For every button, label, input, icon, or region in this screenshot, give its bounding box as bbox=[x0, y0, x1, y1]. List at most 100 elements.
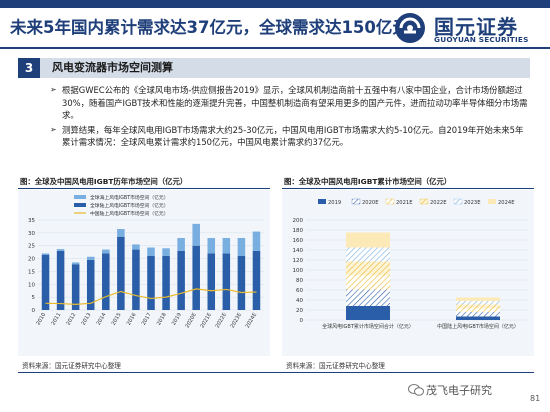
y-tick-label: 5 bbox=[32, 295, 36, 301]
legend-label: 2023E bbox=[464, 200, 480, 206]
offshore-bar bbox=[117, 229, 125, 237]
onshore-bar bbox=[86, 259, 95, 310]
onshore-bar bbox=[252, 250, 261, 310]
offshore-bar bbox=[237, 238, 246, 256]
x-tick-label: 2018 bbox=[156, 312, 168, 326]
y-tick-label: 30 bbox=[28, 231, 35, 237]
x-tick-label: 2017 bbox=[141, 312, 153, 326]
y-tick-label: 160 bbox=[293, 238, 304, 244]
legend-label: 2020E bbox=[362, 200, 378, 206]
y-tick-label: 100 bbox=[293, 268, 304, 274]
offshore-bar bbox=[132, 244, 140, 250]
y-tick-label: 120 bbox=[293, 258, 304, 264]
offshore-bar bbox=[71, 262, 80, 265]
onshore-bar bbox=[237, 256, 246, 310]
offshore-bar bbox=[222, 238, 231, 254]
onshore-bar bbox=[117, 236, 125, 310]
stack-segment bbox=[346, 289, 390, 306]
y-tick-label: 60 bbox=[296, 288, 303, 294]
right-figure-rule bbox=[282, 188, 534, 189]
offshore-bar bbox=[102, 249, 110, 254]
legend-label: 全球海上风电IGBT市场空间（亿元） bbox=[90, 194, 169, 201]
x-category-label: 全球风电IGBT累计市场空间合计（亿元） bbox=[322, 323, 414, 330]
onshore-bar bbox=[71, 264, 80, 310]
stack-segment bbox=[346, 232, 390, 248]
x-category-label: 中国陆上风电IGBT市场空间（亿元） bbox=[437, 323, 519, 330]
onshore-bar bbox=[192, 245, 200, 310]
y-tick-label: 80 bbox=[296, 278, 303, 284]
bullet-list: ➢ 根据GWEC公布的《全球风电市场-供应侧报告2019》显示，全球风机制造商前… bbox=[50, 84, 528, 151]
bullet-arrow-icon: ➢ bbox=[50, 124, 57, 134]
onshore-bar bbox=[207, 253, 216, 310]
title-rule bbox=[0, 47, 550, 49]
offshore-bar bbox=[252, 231, 261, 251]
y-tick-label: 180 bbox=[293, 228, 304, 234]
right-figure-source: 资料来源：国元证券研究中心整理 bbox=[286, 362, 385, 370]
chart-background bbox=[282, 190, 534, 356]
legend-swatch bbox=[453, 198, 463, 205]
wechat-icon bbox=[408, 384, 424, 396]
y-tick-label: 200 bbox=[293, 218, 304, 224]
top-accent-bar bbox=[0, 0, 550, 8]
legend-label: 2019 bbox=[328, 200, 341, 206]
bullet-text: 测算结果，每年全球风电用IGBT市场需求大约25-30亿元，中国风电用IGBT市… bbox=[62, 124, 524, 148]
offshore-bar bbox=[56, 249, 65, 251]
legend-swatch bbox=[351, 198, 361, 205]
onshore-bar bbox=[162, 256, 170, 310]
watermark-text: 茂飞电子研究 bbox=[426, 384, 492, 397]
y-tick-label: 10 bbox=[28, 282, 35, 288]
section-header: 3 风电变流器市场空间测算 bbox=[18, 58, 530, 78]
brand-name-cn: 国元证券 bbox=[434, 15, 518, 39]
china-line-series bbox=[45, 288, 257, 305]
stack-segment bbox=[346, 261, 390, 276]
bullet-item: ➢ 测算结果，每年全球风电用IGBT市场需求大约25-30亿元，中国风电用IGB… bbox=[50, 124, 528, 149]
legend-label: 2021E bbox=[396, 200, 412, 206]
slide-title: 未来5年国内累计需求达37亿元，全球需求达150亿元 bbox=[10, 18, 409, 37]
x-tick-label: 2012 bbox=[66, 312, 78, 326]
x-tick-label: 2013 bbox=[81, 312, 93, 326]
x-tick-label: 2011 bbox=[51, 312, 63, 326]
y-tick-label: 35 bbox=[28, 218, 35, 224]
bullet-text: 根据GWEC公布的《全球风电市场-供应侧报告2019》显示，全球风机制造商前十五… bbox=[62, 85, 528, 121]
onshore-bar bbox=[132, 249, 140, 310]
legend-label: 2024E bbox=[498, 200, 514, 206]
legend-swatch bbox=[74, 203, 86, 207]
offshore-bar bbox=[207, 238, 216, 254]
right-figure-title: 图：全球及中国风电用IGBT累计市场空间（亿元） bbox=[284, 177, 452, 186]
legend-swatch bbox=[318, 199, 326, 204]
left-figure-title: 图：全球及中国风电用IGBT历年市场空间（亿元） bbox=[20, 177, 188, 186]
offshore-bar bbox=[41, 253, 50, 255]
onshore-bar bbox=[222, 253, 231, 310]
onshore-bar bbox=[177, 250, 185, 310]
y-tick-label: 20 bbox=[296, 308, 303, 314]
onshore-bar bbox=[102, 253, 110, 310]
y-tick-label: 20 bbox=[28, 257, 35, 263]
offshore-bar bbox=[147, 247, 155, 256]
offshore-bar bbox=[192, 223, 200, 246]
stack-segment bbox=[456, 308, 500, 312]
stack-segment bbox=[456, 304, 500, 309]
stack-segment bbox=[346, 247, 390, 262]
legend-swatch bbox=[419, 198, 429, 205]
brand-logo-icon bbox=[395, 13, 425, 43]
legend-label: 全球陆上风电IGBT市场空间（亿元） bbox=[90, 202, 169, 209]
y-tick-label: 0 bbox=[300, 318, 304, 324]
bullet-arrow-icon: ➢ bbox=[50, 85, 57, 94]
legend-swatch bbox=[74, 195, 86, 199]
legend-label: 2022E bbox=[430, 200, 446, 206]
onshore-bar bbox=[56, 250, 65, 310]
left-figure-source: 资料来源：国元证券研究中心整理 bbox=[22, 362, 121, 370]
brand-name-en: GUOYUAN SECURITIES bbox=[434, 35, 529, 44]
section-title: 风电变流器市场空间测算 bbox=[52, 61, 173, 74]
offshore-bar bbox=[177, 238, 185, 251]
stack-segment bbox=[456, 301, 500, 305]
stack-segment bbox=[346, 306, 390, 320]
cumulative-igbt-market-chart: 0 20 40 60 80 100 120 140 160 180 200 全球风电IGBT累计市场空… bbox=[282, 190, 534, 356]
y-tick-label: 0 bbox=[32, 308, 36, 314]
y-tick-label: 40 bbox=[296, 298, 303, 304]
stack-segment bbox=[456, 316, 500, 320]
bottom-rule bbox=[18, 372, 534, 373]
x-tick-label: 2019 bbox=[171, 312, 183, 326]
legend-swatch bbox=[385, 198, 395, 205]
stack-segment bbox=[346, 275, 390, 290]
